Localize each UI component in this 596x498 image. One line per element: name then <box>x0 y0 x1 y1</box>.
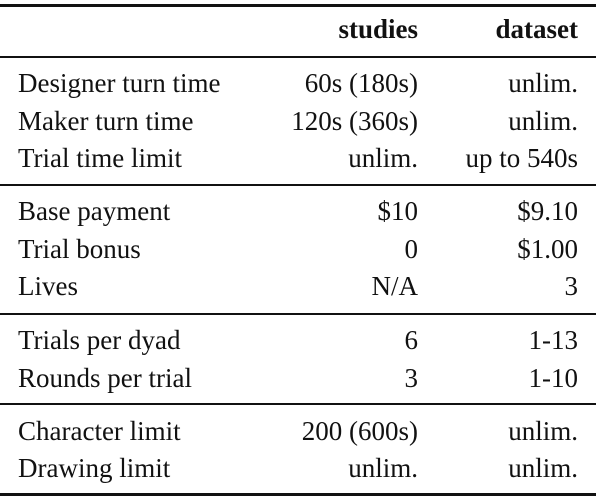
row-dataset-value: up to 540s <box>465 143 578 173</box>
row-dataset-value: unlim. <box>508 68 578 98</box>
row-studies-value: unlim. <box>348 453 418 483</box>
row-dataset-value: unlim. <box>508 453 578 483</box>
header-studies: studies <box>338 14 418 44</box>
row-label: Trial time limit <box>18 143 183 173</box>
row-label: Base payment <box>18 196 171 226</box>
bottom-rule <box>0 493 596 496</box>
header-dataset: dataset <box>495 14 579 44</box>
row-dataset-value: unlim. <box>508 106 578 136</box>
row-label: Designer turn time <box>18 68 221 98</box>
row-dataset-value: $1.00 <box>517 234 578 264</box>
group-divider <box>0 403 596 405</box>
row-studies-value: 6 <box>404 325 419 355</box>
row-dataset-value: 1-13 <box>528 325 579 355</box>
row-label: Lives <box>18 271 78 301</box>
row-dataset-value: unlim. <box>508 416 578 446</box>
row-studies-value: 200 (600s) <box>301 416 418 446</box>
row-label: Character limit <box>18 416 181 446</box>
row-studies-value: 0 <box>404 234 419 264</box>
row-dataset-value: 1-10 <box>528 363 579 393</box>
row-dataset-value: $9.10 <box>517 196 578 226</box>
row-label: Rounds per trial <box>18 363 192 393</box>
row-label: Maker turn time <box>18 106 194 136</box>
row-studies-value: N/A <box>371 271 419 301</box>
row-dataset-value: 3 <box>564 271 579 301</box>
row-studies-value: $10 <box>377 196 419 226</box>
group-divider <box>0 184 596 186</box>
row-studies-value: 60s (180s) <box>304 68 418 98</box>
row-label: Drawing limit <box>18 453 171 483</box>
header-rule <box>0 56 596 58</box>
top-rule <box>0 4 596 7</box>
row-studies-value: 120s (360s) <box>291 106 418 136</box>
group-divider <box>0 313 596 315</box>
row-label: Trials per dyad <box>18 325 181 355</box>
row-studies-value: unlim. <box>348 143 418 173</box>
row-label: Trial bonus <box>18 234 141 264</box>
row-studies-value: 3 <box>404 363 419 393</box>
